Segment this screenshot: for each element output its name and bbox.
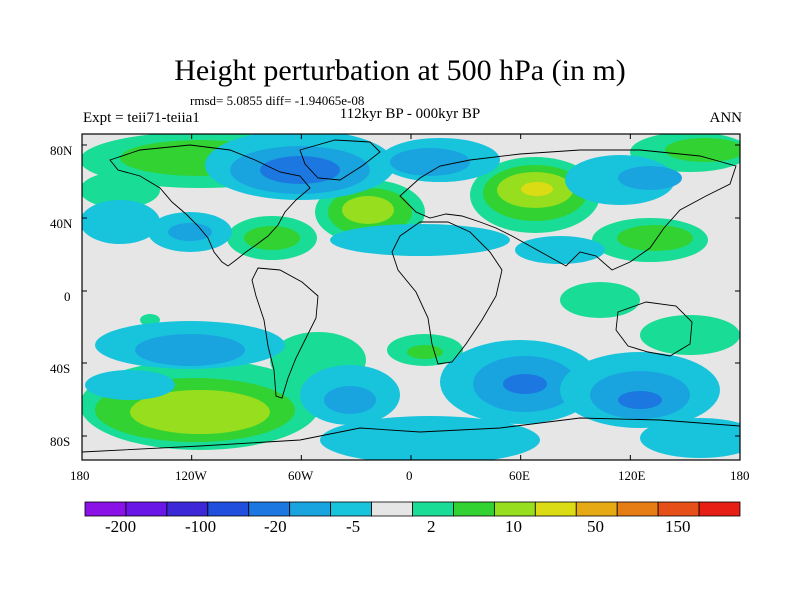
colorbar-label: 150 xyxy=(665,517,691,536)
lon-label: 0 xyxy=(406,468,413,483)
colorbar xyxy=(84,501,741,517)
period-label: 112kyr BP - 000kyr BP xyxy=(339,106,481,122)
colorbar-label: -5 xyxy=(346,517,361,536)
chart-title: Height perturbation at 500 hPa (in m) xyxy=(174,54,626,87)
australia-outline xyxy=(615,301,693,357)
lon-label: 60E xyxy=(509,468,530,483)
experiment-label: Expt = teii71-teiia1 xyxy=(83,110,200,126)
colorbar-label: -20 xyxy=(264,517,287,536)
africa-outline xyxy=(391,221,503,365)
lon-label: 180 xyxy=(730,468,750,483)
season-label: ANN xyxy=(709,110,743,126)
stats-label: rmsd= 5.0855 diff= -1.94065e-08 xyxy=(190,93,365,108)
colorbar-swatch xyxy=(616,501,659,517)
lat-label: 40S xyxy=(50,361,71,376)
colorbar-label: -100 xyxy=(185,517,217,536)
eurasia-outline xyxy=(399,149,737,271)
colorbar-swatch xyxy=(657,501,700,517)
north-america-outline xyxy=(109,144,311,267)
coastlines xyxy=(82,139,740,453)
colorbar-swatch xyxy=(412,501,454,517)
negative-anomaly-regions xyxy=(82,134,740,460)
colorbar-label: 10 xyxy=(505,517,522,536)
lon-label: 120W xyxy=(175,468,207,483)
colorbar-swatch xyxy=(575,501,618,517)
lat-label: 80S xyxy=(50,434,71,449)
colorbar-swatch xyxy=(330,501,372,517)
lat-label: 80N xyxy=(50,143,73,158)
colorbar-swatch xyxy=(84,501,127,517)
antarctica-outline xyxy=(82,417,740,453)
lon-label: 180 xyxy=(70,468,90,483)
colorbar-swatch xyxy=(207,501,250,517)
colorbar-swatch xyxy=(493,501,536,517)
axis-ticks xyxy=(81,134,741,460)
colorbar-swatch xyxy=(166,501,209,517)
colorbar-swatch xyxy=(371,501,413,517)
lat-label: 0 xyxy=(64,289,71,304)
colorbar-swatch xyxy=(125,501,168,517)
colorbar-label: 50 xyxy=(587,517,604,536)
south-america-outline xyxy=(251,267,319,399)
lon-label: 120E xyxy=(618,468,646,483)
colorbar-swatch xyxy=(534,501,577,517)
lon-label: 60W xyxy=(288,468,314,483)
colorbar-swatch xyxy=(698,501,741,517)
lat-label: 40N xyxy=(50,216,73,231)
colorbar-swatch xyxy=(289,501,332,517)
greenland-outline xyxy=(299,139,381,181)
colorbar-label: -200 xyxy=(105,517,137,536)
colorbar-label: 2 xyxy=(427,517,436,536)
colorbar-swatch xyxy=(248,501,291,517)
colorbar-swatch xyxy=(453,501,495,517)
